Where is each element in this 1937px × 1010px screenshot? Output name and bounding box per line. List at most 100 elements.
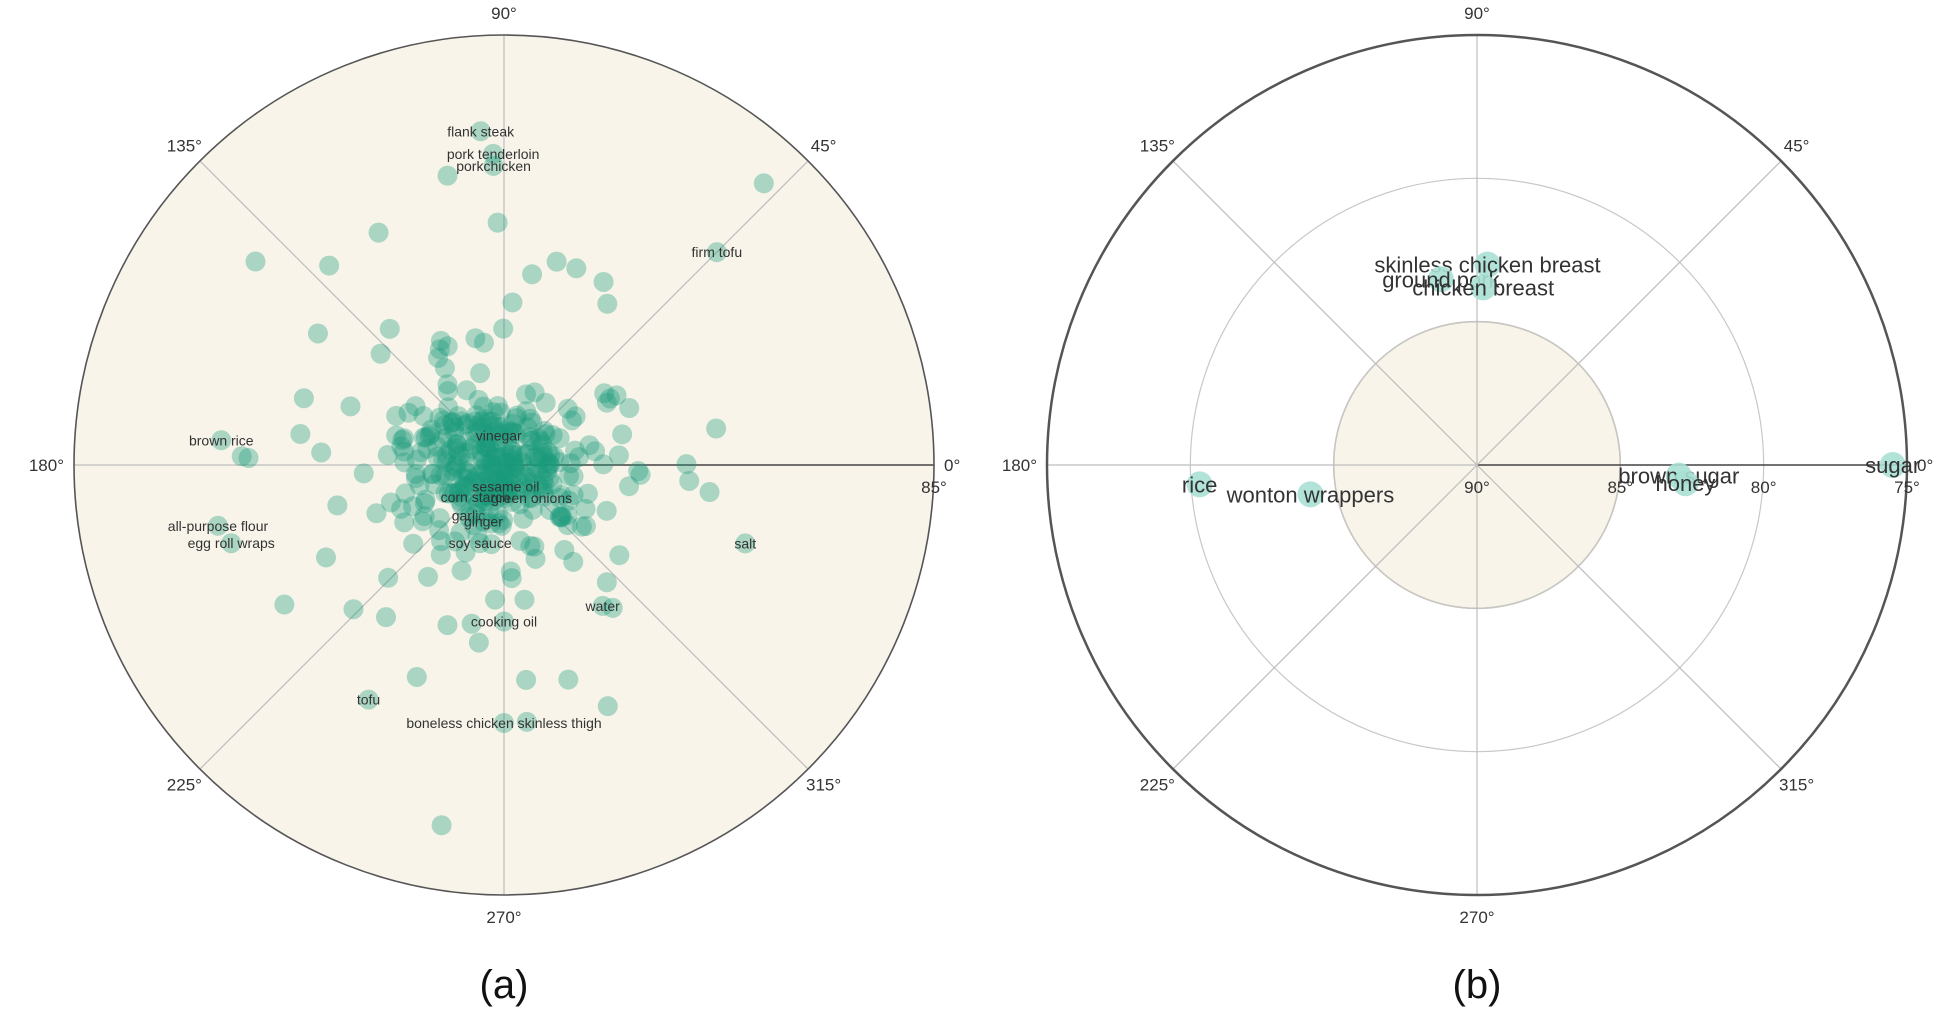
cloud-point <box>558 490 579 511</box>
cloud-point <box>434 357 455 378</box>
point-label: water <box>585 598 621 614</box>
cloud-point <box>474 491 495 512</box>
cloud-point <box>392 430 413 451</box>
cloud-point <box>307 323 328 344</box>
cloud-point <box>507 445 528 466</box>
cloud-point <box>457 442 478 463</box>
cloud-point <box>502 451 523 472</box>
data-point <box>1470 274 1497 301</box>
cloud-point <box>501 568 522 589</box>
cloud-point <box>430 544 451 565</box>
cloud-point <box>415 489 436 510</box>
cloud-point <box>464 471 485 492</box>
angular-tick-label: 90° <box>1464 4 1490 23</box>
data-point <box>706 242 727 263</box>
cloud-point <box>437 381 458 402</box>
cloud-point <box>468 492 489 513</box>
point-label: all-purpose flour <box>168 518 269 534</box>
cloud-point <box>571 516 592 537</box>
data-point <box>1474 251 1501 278</box>
cloud-point <box>444 416 465 437</box>
panel-caption: (b) <box>1453 963 1502 1007</box>
cloud-point <box>492 464 513 485</box>
cloud-point <box>436 445 457 466</box>
cloud-point <box>437 615 458 636</box>
cloud-point <box>274 594 295 615</box>
cloud-point <box>495 487 516 508</box>
radial-tick-label: 90° <box>491 478 517 497</box>
cloud-point <box>488 469 509 490</box>
cloud-point <box>532 479 553 500</box>
cloud-point <box>539 499 560 520</box>
cloud-point <box>609 545 630 566</box>
cloud-point <box>427 446 448 467</box>
cloud-point <box>478 486 499 507</box>
cloud-point <box>403 496 424 517</box>
cloud-point <box>403 533 424 554</box>
cloud-point <box>488 432 509 453</box>
cloud-point <box>463 515 484 536</box>
point-label: soy sauce <box>449 535 512 551</box>
angular-tick-label: 270° <box>486 908 521 927</box>
cloud-point <box>546 251 567 272</box>
cloud-point <box>493 318 514 339</box>
data-point <box>470 121 491 142</box>
cloud-point <box>450 445 471 466</box>
cloud-point <box>498 479 519 500</box>
cloud-point <box>528 475 549 496</box>
cloud-point <box>536 451 557 472</box>
polar-outline <box>1045 33 1909 897</box>
cloud-point <box>470 464 491 485</box>
cloud-point <box>446 434 467 455</box>
cloud-point <box>445 531 466 552</box>
cloud-point <box>465 328 486 349</box>
cloud-point <box>597 293 618 314</box>
angular-tick-label: 45° <box>1784 136 1810 155</box>
cloud-point <box>606 385 627 406</box>
panel-caption: (a) <box>480 963 529 1007</box>
cloud-point <box>484 490 505 511</box>
data-point <box>592 595 613 616</box>
angular-gridline <box>1172 160 1478 466</box>
cloud-point <box>533 446 554 467</box>
data-point <box>207 515 228 536</box>
cloud-point <box>481 454 502 475</box>
cloud-point <box>512 477 533 498</box>
cloud-point <box>493 421 514 442</box>
cloud-point <box>535 392 556 413</box>
cloud-point <box>431 815 452 836</box>
cloud-point <box>503 456 524 477</box>
cloud-point <box>502 444 523 465</box>
cloud-point <box>539 468 560 489</box>
cloud-point <box>414 506 435 527</box>
cloud-point <box>464 434 485 455</box>
cloud-point <box>503 458 524 479</box>
cloud-point <box>501 440 522 461</box>
data-point <box>483 143 504 164</box>
cloud-point <box>458 507 479 528</box>
cloud-point <box>436 452 457 473</box>
cloud-point <box>478 467 499 488</box>
cloud-point <box>445 455 466 476</box>
cloud-point <box>593 271 614 292</box>
data-point <box>1427 266 1454 293</box>
cloud-point <box>568 447 589 468</box>
cloud-point <box>597 696 618 717</box>
cloud-point <box>454 475 475 496</box>
cloud-point <box>380 492 401 513</box>
cloud-point <box>419 425 440 446</box>
cloud-point <box>412 511 433 532</box>
cloud-point <box>484 447 505 468</box>
cloud-point <box>518 471 539 492</box>
cloud-point <box>551 507 572 528</box>
cloud-point <box>480 513 501 534</box>
cloud-point <box>549 507 570 528</box>
cloud-point <box>551 484 572 505</box>
cloud-point <box>466 466 487 487</box>
cloud-point <box>505 458 526 479</box>
cloud-point <box>557 515 578 536</box>
cloud-point <box>565 406 586 427</box>
point-label: egg roll wraps <box>188 535 275 551</box>
cloud-point <box>495 464 516 485</box>
